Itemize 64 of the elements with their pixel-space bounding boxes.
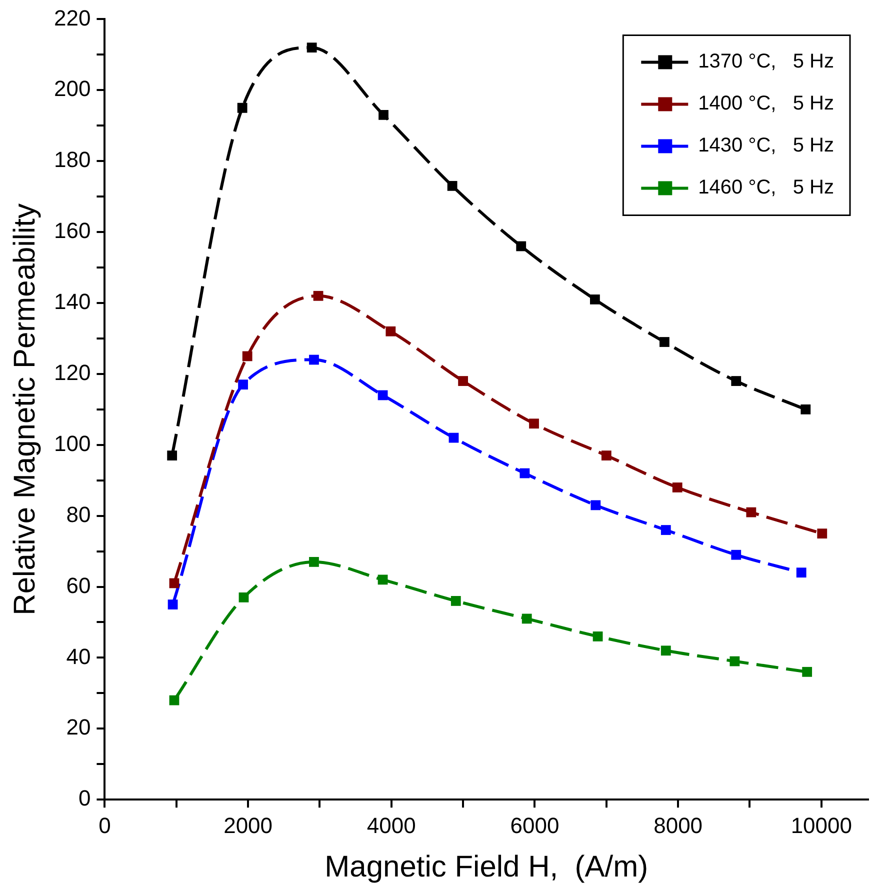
point <box>169 578 180 588</box>
point <box>660 646 671 656</box>
point <box>731 376 742 386</box>
x-tick-label: 4000 <box>366 812 416 838</box>
point <box>802 666 812 677</box>
point <box>522 614 532 624</box>
y-axis-title: Relative Magnetic Permeability <box>8 203 42 616</box>
x-tick-label: 0 <box>98 812 111 838</box>
point <box>378 390 388 400</box>
legend-label: 1460 °C, 5 Hz <box>698 176 834 199</box>
point <box>238 380 248 390</box>
y-tick-label: 160 <box>54 218 91 244</box>
point <box>313 290 324 301</box>
point <box>448 432 459 443</box>
point <box>168 600 178 610</box>
x-tick-label: 10000 <box>790 812 852 838</box>
y-tick-label: 0 <box>78 786 91 811</box>
legend-label: 1370 °C, 5 Hz <box>698 50 834 73</box>
point <box>730 656 740 666</box>
point <box>386 326 396 336</box>
point <box>378 110 388 120</box>
point <box>309 354 319 365</box>
point <box>450 596 461 606</box>
x-tick-label: 8000 <box>654 812 703 838</box>
point <box>238 592 249 602</box>
point <box>660 337 670 347</box>
point <box>520 468 530 478</box>
y-tick-label: 180 <box>54 147 91 172</box>
y-tick-label: 60 <box>66 572 91 598</box>
y-tick-label: 140 <box>54 289 91 314</box>
y-tick-label: 220 <box>54 5 91 30</box>
y-tick-label: 100 <box>54 430 91 456</box>
point <box>458 376 468 386</box>
point <box>309 556 319 567</box>
x-axis-title: Magnetic Field H, (A/m) <box>324 850 648 884</box>
point <box>672 482 682 492</box>
point <box>796 568 806 578</box>
point <box>592 631 603 642</box>
point <box>601 450 612 460</box>
y-tick-label: 40 <box>66 644 91 669</box>
point <box>660 525 671 535</box>
y-tick-label: 80 <box>66 502 91 527</box>
point <box>817 528 828 539</box>
point <box>731 550 742 560</box>
y-tick-label: 20 <box>66 714 91 740</box>
point <box>242 351 252 362</box>
point <box>169 695 180 706</box>
x-tick-label: 2000 <box>224 812 273 838</box>
point <box>590 500 601 510</box>
point <box>167 450 178 460</box>
point <box>516 241 526 252</box>
y-tick-label: 120 <box>54 360 91 385</box>
point <box>237 102 248 113</box>
point <box>529 418 539 429</box>
point <box>378 574 388 585</box>
x-tick-label: 6000 <box>510 812 560 838</box>
y-tick-label: 200 <box>54 76 91 102</box>
point <box>306 42 317 53</box>
legend-label: 1430 °C, 5 Hz <box>698 134 834 157</box>
point <box>590 294 600 304</box>
point <box>746 507 756 518</box>
point <box>447 180 458 191</box>
legend-label: 1400 °C, 5 Hz <box>698 92 834 115</box>
point <box>800 404 811 414</box>
